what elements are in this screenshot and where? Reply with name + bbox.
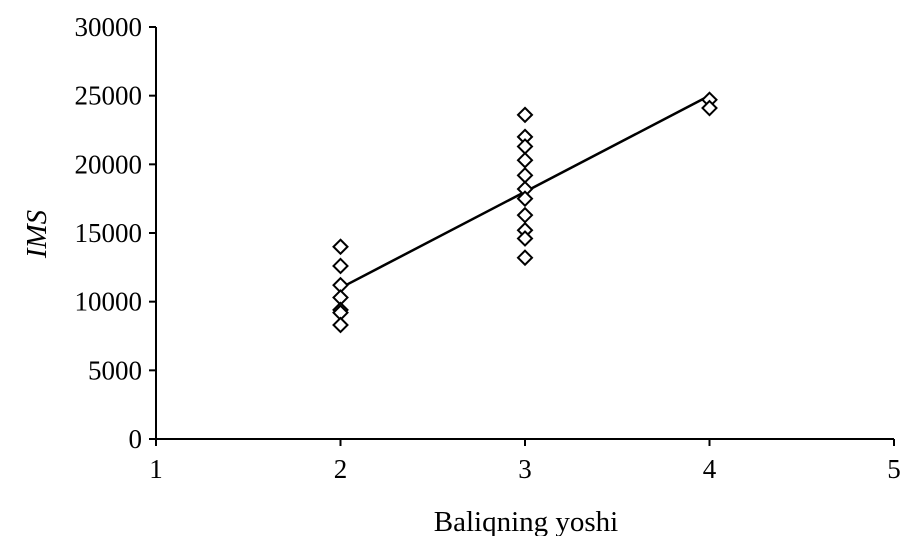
y-tick-label: 15000 xyxy=(75,218,143,248)
y-axis-ticks xyxy=(149,26,156,440)
x-tick-label: 4 xyxy=(703,454,717,484)
x-tick-label: 5 xyxy=(887,454,901,484)
data-point-diamond xyxy=(332,238,349,256)
data-point-diamond xyxy=(332,316,349,334)
data-point-diamond xyxy=(516,249,534,267)
data-point-diamond xyxy=(701,99,718,117)
y-tick-label: 20000 xyxy=(75,149,143,179)
data-point-diamond xyxy=(516,206,534,224)
data-points xyxy=(332,91,718,334)
y-tick-label: 10000 xyxy=(75,287,143,317)
data-point-diamond xyxy=(516,151,534,169)
x-axis-ticks xyxy=(155,439,895,446)
x-tick-label: 2 xyxy=(334,454,348,484)
data-point-diamond xyxy=(516,106,534,124)
data-point-diamond xyxy=(516,230,534,247)
data-point-diamond xyxy=(332,257,349,275)
y-tick-label: 30000 xyxy=(75,12,143,42)
y-tick-label: 0 xyxy=(129,424,143,454)
x-axis-tick-labels: 1 2 3 4 5 xyxy=(149,454,901,484)
x-tick-label: 3 xyxy=(518,454,532,484)
data-point-diamond xyxy=(516,190,534,208)
y-axis-title: IMS xyxy=(21,209,53,259)
y-axis-tick-labels: 0 5000 10000 15000 20000 25000 30000 xyxy=(75,12,143,454)
y-tick-label: 25000 xyxy=(75,81,143,111)
x-axis-title: Baliqning yoshi xyxy=(434,506,618,536)
data-point-diamond xyxy=(516,138,534,155)
y-tick-label: 5000 xyxy=(88,355,142,385)
data-point-diamond xyxy=(516,166,534,184)
x-tick-label: 1 xyxy=(149,454,163,484)
